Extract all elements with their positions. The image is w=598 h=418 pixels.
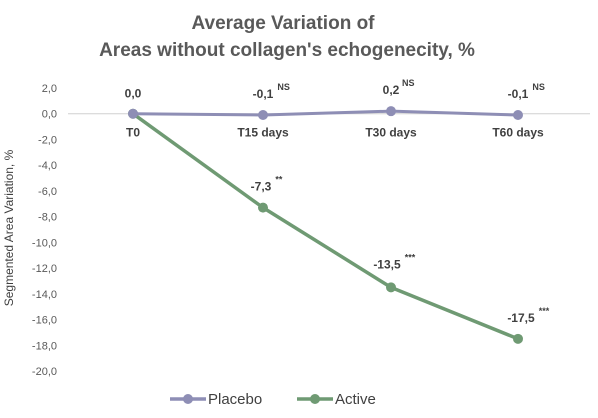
active-series-line xyxy=(131,112,519,341)
y-tick-label: -16,0 xyxy=(32,315,57,327)
y-axis-label: Segmented Area Variation, % xyxy=(2,149,16,306)
placebo-data-label: 0,2 xyxy=(383,83,400,97)
active-data-point xyxy=(258,202,268,213)
active-significance-label: *** xyxy=(539,306,550,316)
chart-title-line1: Average Variation of xyxy=(191,13,375,34)
active-data-point xyxy=(513,333,523,344)
y-tick-label: -14,0 xyxy=(32,289,57,301)
chart-title-line2: Areas without collagen's echogenecity, % xyxy=(99,40,475,61)
active-data-label: -17,5 xyxy=(507,311,535,325)
y-tick-label: -6,0 xyxy=(38,186,57,198)
placebo-data-point xyxy=(513,110,523,121)
y-tick-label: -2,0 xyxy=(38,134,57,146)
x-tick-label: T0 xyxy=(126,126,140,140)
active-data-label: -7,3 xyxy=(251,180,272,194)
y-axis-ticks: 2,0 0,0 -2,0 -4,0 -6,0 -8,0 -10,0 -12,0 -14,0 -16… xyxy=(32,83,57,378)
y-tick-label: 2,0 xyxy=(42,83,57,95)
y-tick-label: -12,0 xyxy=(32,263,57,275)
placebo-significance-label: NS xyxy=(402,78,415,88)
y-tick-label: -20,0 xyxy=(32,366,57,378)
active-data-label: 0,0 xyxy=(125,87,142,101)
y-tick-label: -8,0 xyxy=(38,212,57,224)
y-tick-label: -18,0 xyxy=(32,340,57,352)
active-legend-marker xyxy=(310,394,320,404)
active-significance-label: *** xyxy=(405,252,416,262)
placebo-significance-label: NS xyxy=(277,82,290,92)
placebo-legend-marker xyxy=(183,394,193,404)
placebo-data-label: -0,1 xyxy=(508,87,529,101)
y-tick-label: 0,0 xyxy=(42,109,57,121)
active-legend-label: Active xyxy=(335,391,376,408)
placebo-data-point xyxy=(258,110,268,121)
placebo-data-point xyxy=(386,106,396,117)
active-data-point xyxy=(386,282,396,293)
active-data-label: -13,5 xyxy=(373,257,401,271)
active-significance-label: ** xyxy=(275,175,283,185)
x-axis-ticks: T0 T15 days T30 days T60 days xyxy=(126,126,544,140)
series-layer xyxy=(128,106,523,344)
placebo-series-line xyxy=(132,109,519,117)
placebo-significance-label: NS xyxy=(532,82,545,92)
x-tick-label: T60 days xyxy=(492,126,544,140)
x-tick-label: T30 days xyxy=(365,126,417,140)
data-label-layer: -0,1 NS 0,2 NS-0,1 NS0,0-7,3 **-13,5 ***-17,5 *… xyxy=(125,78,550,325)
y-tick-label: -10,0 xyxy=(32,237,57,249)
placebo-data-point xyxy=(128,108,138,119)
x-tick-label: T15 days xyxy=(237,126,289,140)
placebo-data-label: -0,1 xyxy=(253,87,274,101)
legend: Placebo Active xyxy=(170,391,376,408)
placebo-legend-label: Placebo xyxy=(208,391,262,408)
y-tick-label: -4,0 xyxy=(38,160,57,172)
